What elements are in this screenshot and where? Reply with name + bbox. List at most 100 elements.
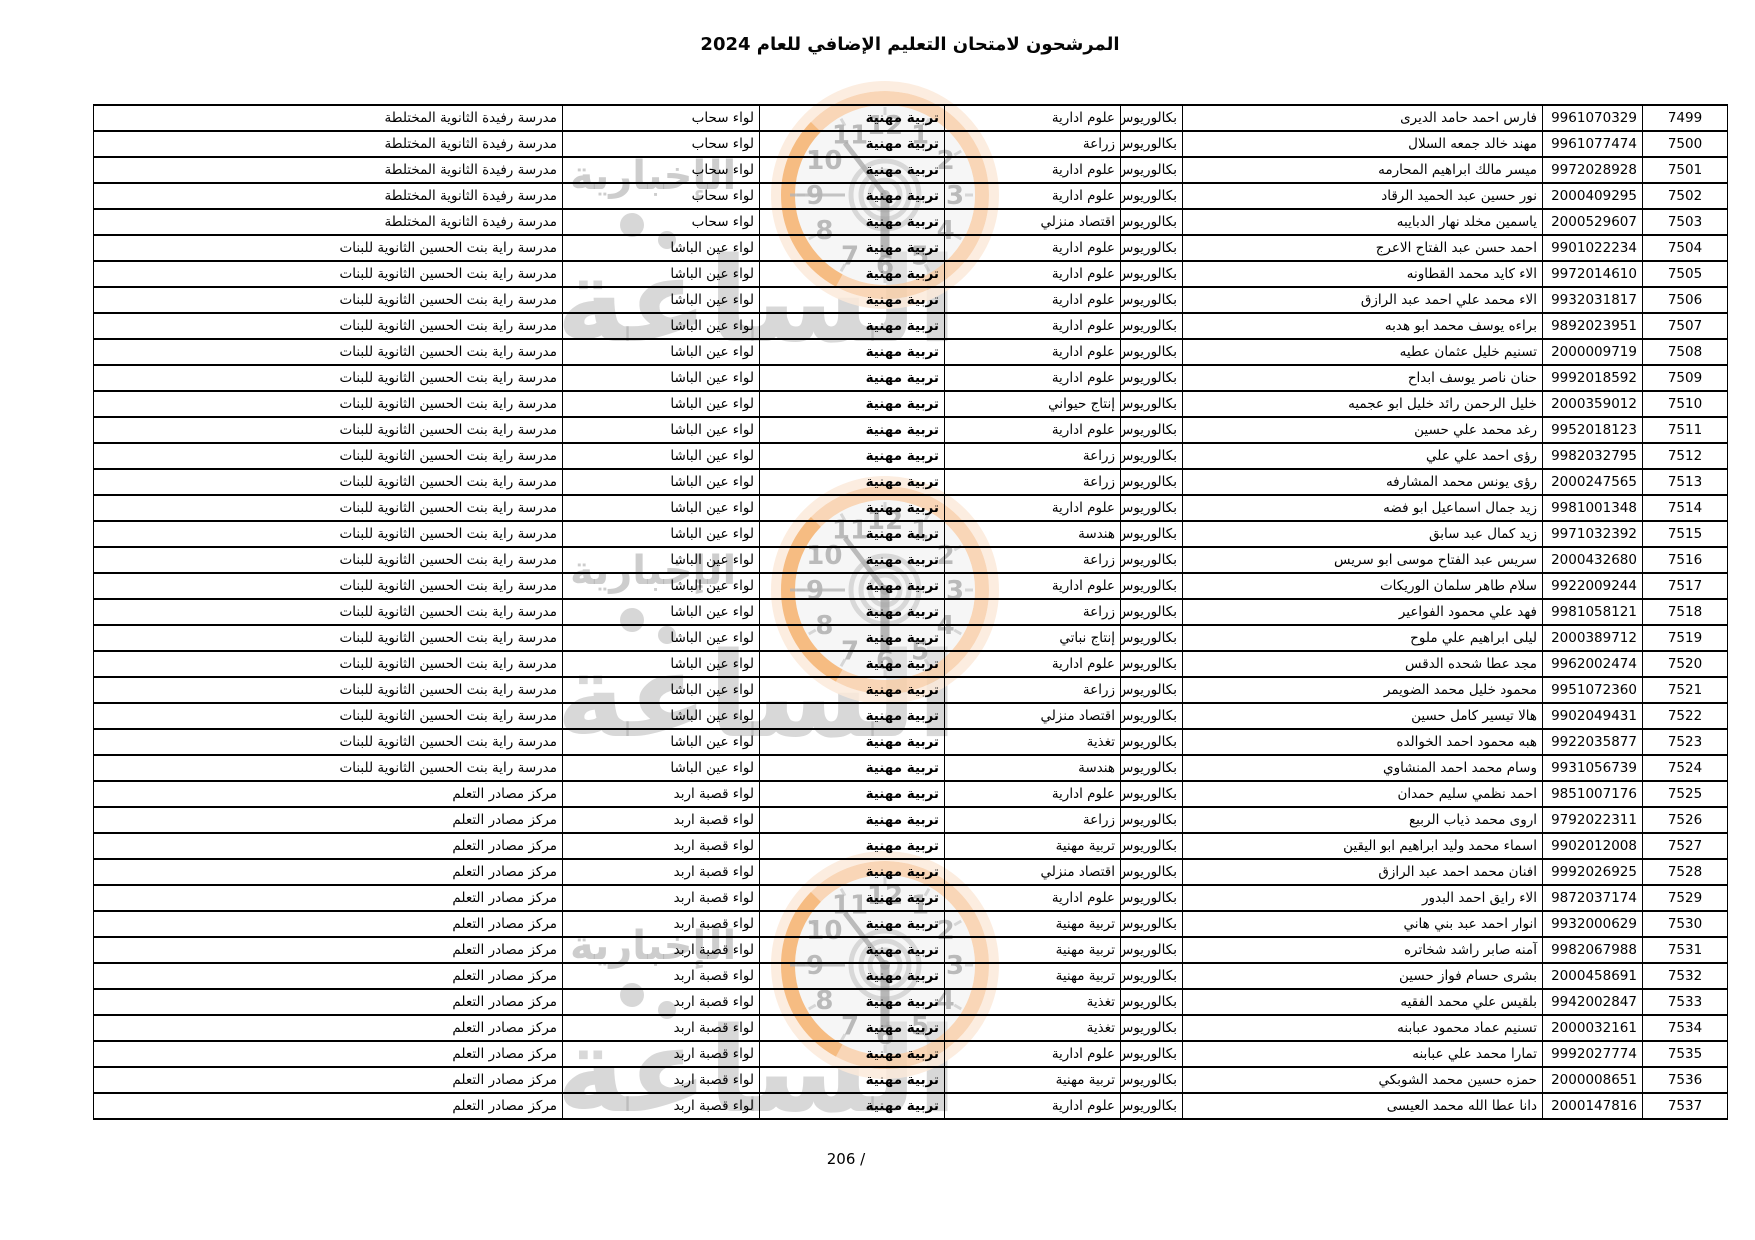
cell-degree: بكالوريوس xyxy=(1120,234,1183,262)
cell-degree: بكالوريوس xyxy=(1120,962,1183,990)
cell-name: مجد عطا شحده الدقس xyxy=(1182,650,1543,678)
cell-degree: بكالوريوس xyxy=(1120,702,1183,730)
cell-national_id: 9972028928 xyxy=(1542,156,1643,184)
cell-district: لواء قصبة اربد xyxy=(562,1040,760,1068)
cell-national_id: 2000008651 xyxy=(1542,1066,1643,1094)
cell-district: لواء عين الباشا xyxy=(562,468,760,496)
cell-field: تربية مهنية xyxy=(759,130,945,158)
cell-district: لواء قصبة اربد xyxy=(562,1092,760,1120)
cell-national_id: 9992027774 xyxy=(1542,1040,1643,1068)
cell-serial: 7537 xyxy=(1642,1092,1728,1120)
cell-name: ليلى ابراهيم علي ملوح xyxy=(1182,624,1543,652)
cell-field: تربية مهنية xyxy=(759,1014,945,1042)
table-row: 7509 9992018592 حنان ناصر يوسف ابداح بكالور… xyxy=(93,364,1728,392)
cell-district: لواء عين الباشا xyxy=(562,494,760,522)
cell-specialization: تربية مهنية xyxy=(944,910,1121,938)
cell-degree: بكالوريوس xyxy=(1120,936,1183,964)
cell-degree: بكالوريوس xyxy=(1120,910,1183,938)
cell-school: مدرسة راية بنت الحسين الثانوية للبنات xyxy=(93,494,563,522)
cell-district: لواء عين الباشا xyxy=(562,286,760,314)
cell-field: تربية مهنية xyxy=(759,364,945,392)
cell-field: تربية مهنية xyxy=(759,156,945,184)
cell-name: زيد كمال عبد سابق xyxy=(1182,520,1543,548)
cell-degree: بكالوريوس xyxy=(1120,312,1183,340)
cell-serial: 7534 xyxy=(1642,1014,1728,1042)
cell-field: تربية مهنية xyxy=(759,494,945,522)
cell-district: لواء سحاب xyxy=(562,208,760,236)
cell-school: مركز مصادر التعلم xyxy=(93,1092,563,1120)
cell-school: مدرسة راية بنت الحسين الثانوية للبنات xyxy=(93,468,563,496)
table-row: 7523 9922035877 هبه محمود احمد الخوالده بكا… xyxy=(93,728,1728,756)
cell-field: تربية مهنية xyxy=(759,234,945,262)
cell-national_id: 9932000629 xyxy=(1542,910,1643,938)
cell-school: مدرسة راية بنت الحسين الثانوية للبنات xyxy=(93,312,563,340)
cell-degree: بكالوريوس xyxy=(1120,364,1183,392)
table-row: 7500 9961077474 مهند خالد جمعه السلال بكالو… xyxy=(93,130,1728,158)
cell-national_id: 9981001348 xyxy=(1542,494,1643,522)
cell-school: مدرسة راية بنت الحسين الثانوية للبنات xyxy=(93,650,563,678)
cell-district: لواء عين الباشا xyxy=(562,442,760,470)
cell-serial: 7526 xyxy=(1642,806,1728,834)
cell-district: لواء عين الباشا xyxy=(562,572,760,600)
cell-degree: بكالوريوس xyxy=(1120,1066,1183,1094)
cell-district: لواء قصبة اربد xyxy=(562,858,760,886)
cell-national_id: 2000009719 xyxy=(1542,338,1643,366)
cell-school: مركز مصادر التعلم xyxy=(93,806,563,834)
cell-district: لواء قصبة اربد xyxy=(562,936,760,964)
cell-specialization: علوم ادارية xyxy=(944,364,1121,392)
cell-field: تربية مهنية xyxy=(759,650,945,678)
cell-degree: بكالوريوس xyxy=(1120,130,1183,158)
cell-degree: بكالوريوس xyxy=(1120,728,1183,756)
cell-district: لواء قصبة اربد xyxy=(562,962,760,990)
cell-specialization: إنتاج نباتي xyxy=(944,624,1121,652)
cell-serial: 7525 xyxy=(1642,780,1728,808)
cell-degree: بكالوريوس xyxy=(1120,182,1183,210)
cell-national_id: 2000389712 xyxy=(1542,624,1643,652)
cell-specialization: علوم ادارية xyxy=(944,260,1121,288)
table-row: 7532 2000458691 بشرى حسام فواز حسين بكالوري… xyxy=(93,962,1728,990)
cell-national_id: 9851007176 xyxy=(1542,780,1643,808)
table-row: 7534 2000032161 تسنيم عماد محمود عبابنه بكا… xyxy=(93,1014,1728,1042)
cell-specialization: علوم ادارية xyxy=(944,182,1121,210)
cell-specialization: تغذية xyxy=(944,1014,1121,1042)
cell-serial: 7509 xyxy=(1642,364,1728,392)
cell-specialization: علوم ادارية xyxy=(944,1040,1121,1068)
cell-field: تربية مهنية xyxy=(759,962,945,990)
cell-field: تربية مهنية xyxy=(759,910,945,938)
cell-field: تربية مهنية xyxy=(759,208,945,236)
cell-school: مدرسة راية بنت الحسين الثانوية للبنات xyxy=(93,286,563,314)
cell-degree: بكالوريوس xyxy=(1120,624,1183,652)
cell-degree: بكالوريوس xyxy=(1120,442,1183,470)
cell-school: مدرسة راية بنت الحسين الثانوية للبنات xyxy=(93,754,563,782)
cell-name: حمزه حسين محمد الشوبكي xyxy=(1182,1066,1543,1094)
cell-degree: بكالوريوس xyxy=(1120,598,1183,626)
cell-national_id: 9931056739 xyxy=(1542,754,1643,782)
cell-degree: بكالوريوس xyxy=(1120,390,1183,418)
cell-specialization: علوم ادارية xyxy=(944,650,1121,678)
cell-national_id: 2000458691 xyxy=(1542,962,1643,990)
cell-national_id: 2000432680 xyxy=(1542,546,1643,574)
cell-serial: 7533 xyxy=(1642,988,1728,1016)
cell-name: انوار احمد عبد بني هاني xyxy=(1182,910,1543,938)
cell-field: تربية مهنية xyxy=(759,1066,945,1094)
cell-district: لواء عين الباشا xyxy=(562,598,760,626)
cell-specialization: علوم ادارية xyxy=(944,312,1121,340)
table-row: 7505 9972014610 الاء كايد محمد القطاونه بكا… xyxy=(93,260,1728,288)
cell-name: تمارا محمد علي عبابنه xyxy=(1182,1040,1543,1068)
cell-degree: بكالوريوس xyxy=(1120,286,1183,314)
cell-national_id: 9942002847 xyxy=(1542,988,1643,1016)
cell-school: مدرسة راية بنت الحسين الثانوية للبنات xyxy=(93,416,563,444)
cell-field: تربية مهنية xyxy=(759,754,945,782)
cell-serial: 7507 xyxy=(1642,312,1728,340)
cell-specialization: اقتصاد منزلي xyxy=(944,858,1121,886)
cell-district: لواء قصبة اربد xyxy=(562,1014,760,1042)
table-row: 7515 9971032392 زيد كمال عبد سابق بكالوريوس… xyxy=(93,520,1728,548)
cell-school: مركز مصادر التعلم xyxy=(93,1014,563,1042)
cell-district: لواء قصبة اربد xyxy=(562,988,760,1016)
cell-field: تربية مهنية xyxy=(759,312,945,340)
table-row: 7512 9982032795 رؤى احمد علي علي بكالوريوس ز… xyxy=(93,442,1728,470)
cell-field: تربية مهنية xyxy=(759,468,945,496)
cell-name: رؤى احمد علي علي xyxy=(1182,442,1543,470)
cell-field: تربية مهنية xyxy=(759,806,945,834)
